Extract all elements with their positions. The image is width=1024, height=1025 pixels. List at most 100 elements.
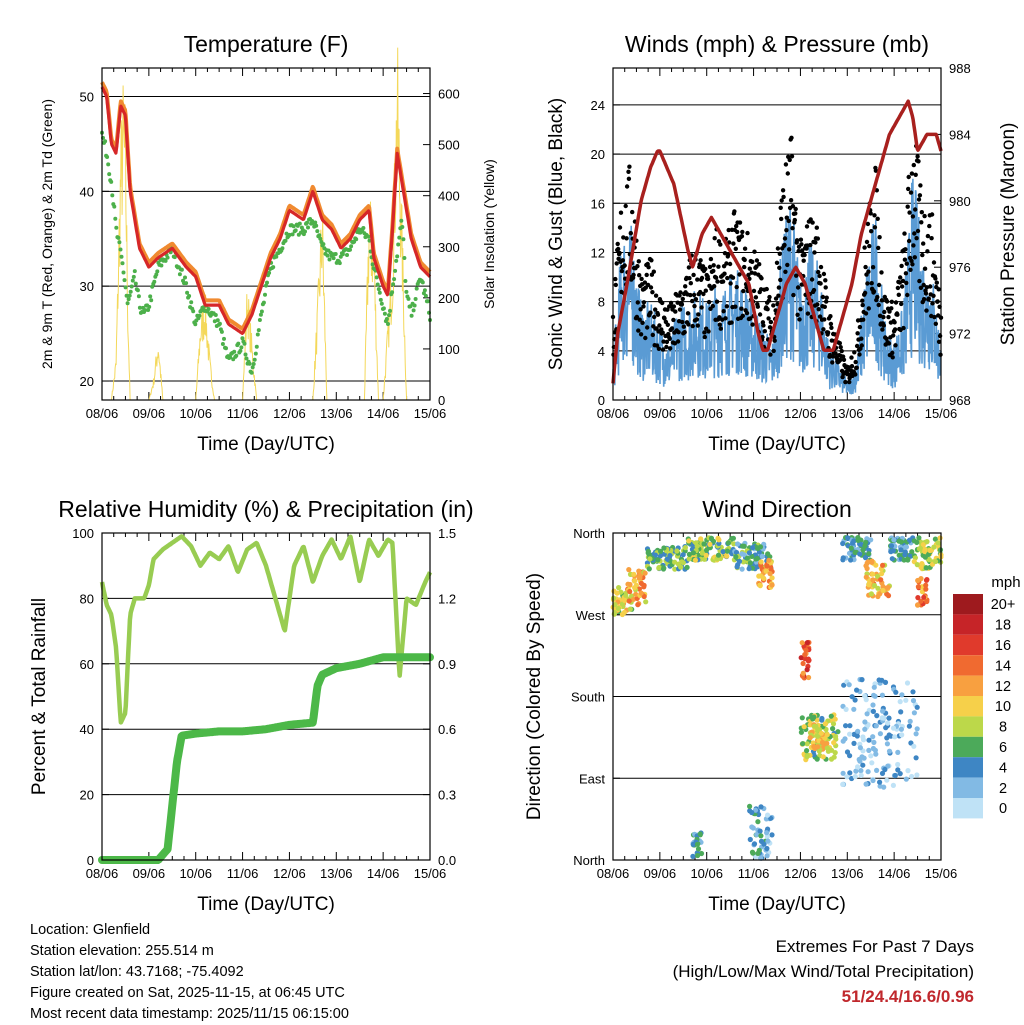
wind-direction-point (885, 593, 892, 599)
y-tick-label-4-4: North (573, 526, 605, 541)
gust-point (790, 226, 795, 231)
gust-point (718, 326, 723, 331)
wind-direction-point (897, 699, 903, 705)
gust-point (864, 239, 870, 245)
plot-frame-4 (612, 532, 942, 861)
legend-swatch-1 (953, 614, 983, 635)
gust-point (708, 256, 714, 262)
wind-direction-point (731, 541, 737, 547)
gust-point (718, 242, 723, 247)
y2-tick-label-3-3: 0.9 (438, 657, 456, 672)
dewpoint-point (146, 308, 151, 312)
gust-point (898, 275, 903, 280)
wind-direction-point (899, 692, 905, 698)
gust-point (798, 307, 803, 312)
temperature-series (100, 47, 432, 401)
gust-point (876, 302, 881, 308)
gust-point (706, 299, 712, 305)
gust-point (618, 210, 624, 215)
gust-point (932, 314, 937, 320)
wind-direction-point (798, 729, 805, 735)
wind-direction-point (891, 537, 897, 543)
dewpoint-point (121, 270, 126, 275)
gust-point (660, 330, 665, 335)
dewpoint-point (143, 308, 148, 313)
wind-direction-point (866, 747, 872, 754)
gust-point (744, 310, 750, 316)
gust-point (651, 269, 656, 274)
dewpoint-point (239, 345, 244, 350)
gust-point (893, 343, 898, 348)
gust-point (749, 270, 754, 275)
wind-direction-point (763, 568, 769, 574)
wind-direction-point (840, 738, 846, 744)
gust-point (771, 303, 776, 308)
wind-direction-point (769, 575, 775, 581)
gust-point (722, 251, 728, 256)
dewpoint-point (280, 246, 285, 251)
wind-direction-point (830, 721, 837, 727)
gust-point (631, 272, 636, 278)
gust-point (679, 302, 685, 307)
info-location: Location: Glenfield (30, 922, 151, 938)
info-elevation: Station elevation: 255.514 m (30, 943, 214, 959)
dewpoint-point (283, 238, 288, 243)
y2-tick-label-1-6: 600 (438, 87, 460, 102)
gust-point (905, 204, 910, 209)
gust-point (766, 316, 771, 321)
dewpoint-point (409, 313, 414, 318)
wind-direction-point (682, 545, 689, 551)
gust-point (811, 287, 817, 293)
wind-direction-point (852, 774, 858, 780)
wind-direction-point (667, 553, 673, 559)
dewpoint-point (106, 162, 111, 167)
dewpoint-point (206, 307, 211, 311)
wind-direction-point (878, 577, 884, 583)
wind-direction-point (674, 548, 680, 554)
gust-point (892, 320, 897, 325)
wind-direction-point (923, 582, 929, 588)
wind-direction-point (647, 556, 653, 562)
gust-point (853, 372, 858, 377)
dewpoint-point (187, 294, 192, 298)
wind-direction-point (870, 577, 876, 583)
wind-direction-point (828, 713, 834, 719)
wind-direction-point (632, 585, 638, 591)
gust-point (753, 295, 759, 300)
gust-point (913, 172, 918, 177)
gust-point (759, 276, 764, 281)
dewpoint-point (399, 218, 404, 223)
gust-point (668, 346, 673, 351)
gust-point (752, 271, 758, 276)
wind-direction-point (886, 715, 892, 721)
gust-point (843, 379, 848, 385)
dewpoint-point (390, 290, 395, 295)
gust-point (643, 335, 648, 341)
y2-tick-label-1-0: 0 (438, 393, 445, 408)
gust-point (784, 215, 789, 220)
wind-direction-point (898, 547, 904, 553)
wind-direction-point (758, 559, 764, 565)
gust-point (638, 307, 643, 312)
gust-point (616, 246, 621, 252)
legend-swatch-4 (953, 675, 983, 696)
y-tick-label-3-0: 0 (87, 853, 94, 868)
dewpoint-point (243, 352, 248, 357)
wind-direction-point (892, 772, 898, 779)
legend-label-2: 16 (995, 638, 1011, 654)
wind-direction-point (932, 536, 939, 542)
wind-direction-point (903, 697, 909, 703)
wind-direction-point (701, 541, 707, 547)
wind-direction-point (641, 593, 647, 600)
gust-point (695, 323, 700, 328)
dewpoint-point (197, 313, 202, 318)
gust-point (863, 311, 869, 316)
wind-direction-point (886, 748, 893, 754)
wind-direction-point (804, 640, 811, 646)
wind-direction-point (902, 544, 909, 550)
gust-point (637, 317, 642, 322)
dewpoint-point (366, 234, 371, 239)
dewpoint-point (124, 293, 129, 298)
dewpoint-point (340, 252, 345, 257)
gust-point (677, 307, 683, 312)
